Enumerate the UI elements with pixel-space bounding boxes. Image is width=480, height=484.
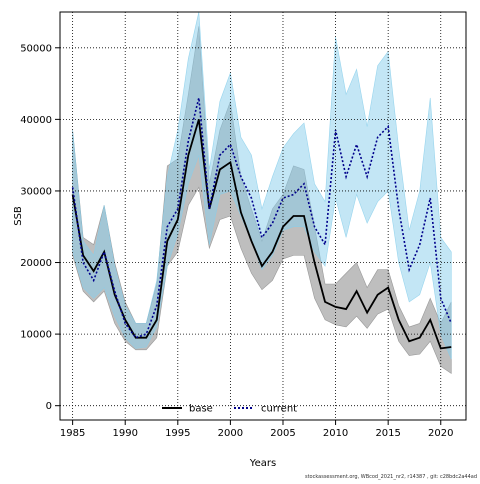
x-tick-label: 2005 <box>270 428 295 439</box>
y-tick-label: 50000 <box>20 43 52 54</box>
legend-label-base: base <box>189 404 213 415</box>
y-tick-label: 0 <box>46 401 52 412</box>
x-tick-label: 2010 <box>323 428 348 439</box>
y-tick-label: 10000 <box>20 330 52 341</box>
y-tick-label: 30000 <box>20 186 52 197</box>
footnote: stockassessment.org, WBcod_2021_nr2, r14… <box>305 474 477 480</box>
x-tick-label: 1995 <box>165 428 190 439</box>
y-tick-label: 20000 <box>20 258 52 269</box>
x-tick-label: 2000 <box>218 428 243 439</box>
y-tick-label: 40000 <box>20 115 52 126</box>
y-axis-title: SSB <box>13 206 24 226</box>
confidence-bands <box>73 12 452 373</box>
x-axis-title: Years <box>249 458 276 469</box>
x-tick-label: 1990 <box>112 428 137 439</box>
legend-label-current: current <box>261 404 297 415</box>
x-tick-label: 1985 <box>60 428 85 439</box>
x-tick-label: 2020 <box>428 428 453 439</box>
legend: base current <box>162 404 297 415</box>
y-axis: 0 10000 20000 30000 40000 50000 <box>20 43 60 412</box>
x-axis: 1985 1990 1995 2000 2005 2010 2015 2020 <box>60 420 454 439</box>
x-tick-label: 2015 <box>375 428 400 439</box>
